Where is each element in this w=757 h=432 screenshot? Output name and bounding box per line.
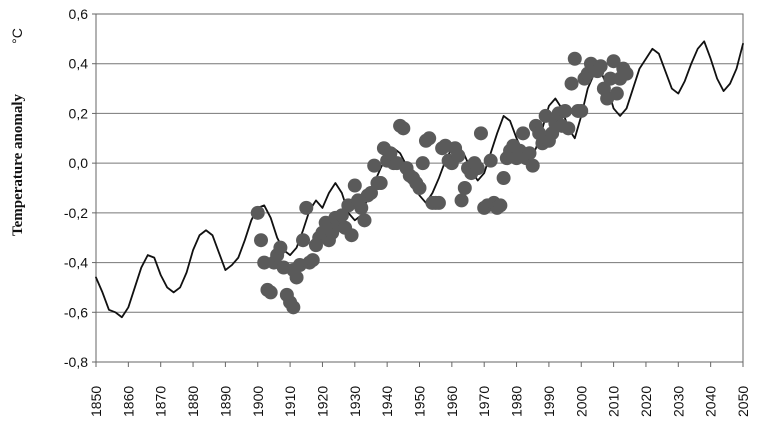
data-point [273,240,288,255]
data-point [606,54,621,69]
data-point [574,103,589,118]
x-tick-label: 1980 [509,386,525,417]
x-tick-label: 2030 [670,386,686,417]
data-point [305,253,320,268]
data-point [496,171,511,186]
series-points-layer [250,51,634,315]
data-point [451,148,466,163]
data-point [567,51,582,66]
series-line-layer [95,40,744,319]
data-point [516,126,531,141]
data-point [558,103,573,118]
x-tick-label: 1910 [282,386,298,417]
x-tick-label: 1850 [88,386,104,417]
y-tick-label: -0,2 [64,205,88,221]
temperature-line-series [95,40,744,319]
data-point [619,66,634,81]
x-tick-label: 1970 [476,386,492,417]
x-tick-label: 1860 [120,386,136,417]
x-tick-label: 1880 [185,386,201,417]
data-point [457,181,472,195]
data-point [357,213,372,228]
x-tick-label: 2020 [638,386,654,417]
data-point [412,181,427,195]
x-tick-label: 1940 [379,386,395,417]
x-tick-label: 1900 [250,386,266,417]
data-point [493,198,508,213]
y-tick-label: 0,2 [69,105,89,121]
data-point [257,255,272,270]
x-tick-label: 1950 [412,386,428,417]
x-tick-label: 1870 [153,386,169,417]
x-tick-label: 1930 [347,386,363,417]
data-point [334,208,349,223]
data-point [250,205,265,220]
data-point [431,195,446,210]
data-point [396,121,411,136]
x-tick-label: 2000 [573,386,589,417]
y-tick-label: 0,4 [69,56,89,72]
data-point [522,146,537,161]
x-tick-label: 2040 [703,386,719,417]
y-tick-label: -0,8 [64,354,88,370]
data-point [564,76,579,91]
data-point [593,59,608,74]
data-point [289,270,304,285]
y-tick-label: -0,6 [64,304,88,320]
data-point [454,193,469,208]
x-tick-label: 2050 [735,386,751,417]
x-tick-label: 1960 [444,386,460,417]
y-axis-title: Temperature anomaly [10,93,26,236]
data-point [609,86,624,101]
data-point [561,121,576,136]
data-point [286,300,301,315]
data-point [373,176,388,191]
y-tick-label: 0,6 [69,6,89,22]
data-point [483,153,498,168]
data-point [525,158,540,173]
y-tick-label: 0,0 [69,155,89,171]
x-tick-label: 1920 [314,386,330,417]
data-point [299,200,314,215]
data-point [296,233,311,248]
data-point [363,185,378,200]
x-tick-label: 1990 [541,386,557,417]
data-point [354,200,369,215]
data-point [422,131,437,146]
data-point [253,233,268,248]
data-point [415,156,430,171]
x-tick-label: 2010 [606,386,622,417]
x-tick-label: 1890 [217,386,233,417]
data-point [473,126,488,141]
data-point [367,158,382,173]
data-point [347,178,362,193]
data-point [603,71,618,86]
y-axis-unit: °C [9,28,25,44]
data-point [538,108,553,123]
axes-layer [92,13,744,367]
y-tick-label: -0,4 [64,255,88,271]
data-point [263,285,278,300]
data-point [470,161,485,176]
data-point [344,228,359,243]
labels-layer: -0,8 -0,6 -0,4 -0,2 0,0 0,2 0,4 0,6 1850 1860 1870… [64,6,751,417]
